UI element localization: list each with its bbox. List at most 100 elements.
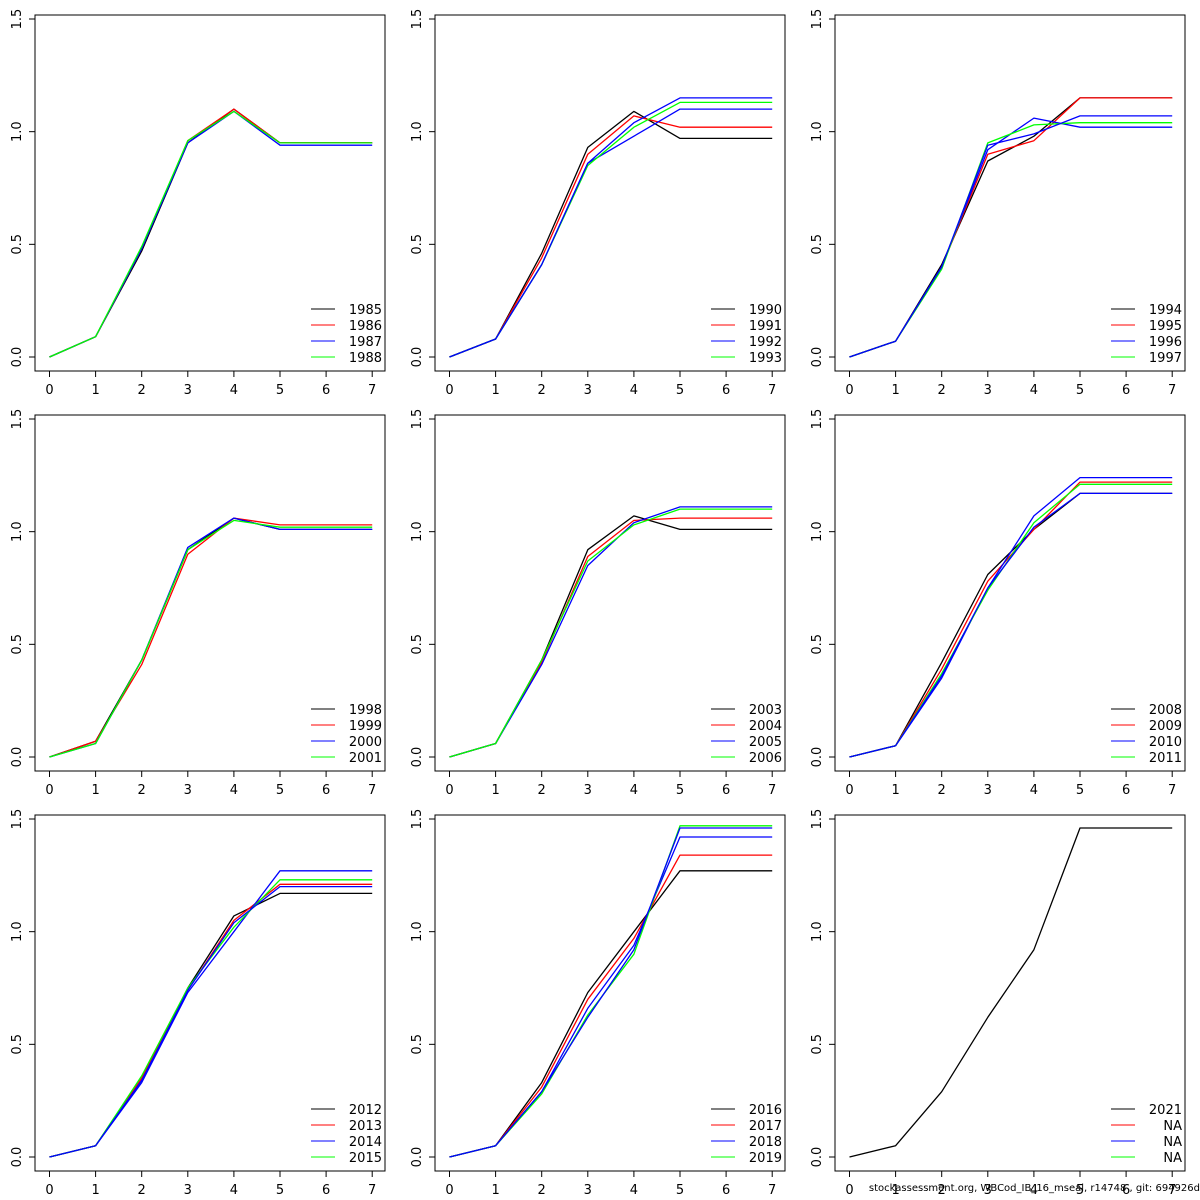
x-tick-label: 1 [491, 783, 499, 798]
y-tick-label: 1.5 [810, 9, 825, 30]
x-tick-label: 6 [722, 383, 730, 398]
x-tick-label: 0 [45, 383, 53, 398]
legend-label: 2000 [349, 735, 382, 750]
x-tick-label: 0 [445, 1183, 453, 1198]
x-tick-label: 7 [768, 1183, 776, 1198]
x-tick-label: 3 [984, 783, 992, 798]
y-tick-label: 0.0 [10, 747, 25, 768]
y-tick-label: 1.0 [10, 521, 25, 542]
legend-label: 2017 [749, 1119, 782, 1134]
y-tick-label: 1.5 [810, 809, 825, 830]
series-line-1991 [449, 115, 773, 358]
y-tick-label: 1.0 [810, 121, 825, 142]
y-tick-label: 0.5 [810, 1034, 825, 1055]
legend-label: NA [1163, 1151, 1182, 1166]
series-line-2015 [49, 879, 373, 1158]
legend-label: 1991 [749, 319, 782, 334]
legend-label: 1995 [1149, 319, 1182, 334]
x-tick-label: 5 [1076, 783, 1084, 798]
x-tick-label: 5 [676, 383, 684, 398]
x-tick-label: 4 [1030, 1183, 1038, 1198]
legend-label: 1994 [1149, 303, 1182, 318]
series-line-1987 [49, 110, 373, 358]
x-tick-label: 7 [368, 1183, 376, 1198]
y-tick-label: 1.0 [810, 521, 825, 542]
x-tick-label: 5 [676, 783, 684, 798]
y-tick-label: 0.0 [410, 347, 425, 368]
x-tick-label: 2 [538, 383, 546, 398]
x-tick-label: 0 [445, 783, 453, 798]
x-tick-label: 7 [1168, 783, 1176, 798]
y-tick-label: 0.0 [10, 1147, 25, 1168]
x-tick-label: 6 [722, 1183, 730, 1198]
legend-label: 2015 [349, 1151, 382, 1166]
y-tick-label: 0.5 [10, 1034, 25, 1055]
legend-label: 2019 [749, 1151, 782, 1166]
x-tick-label: 1 [91, 383, 99, 398]
x-tick-label: 1 [491, 383, 499, 398]
y-tick-label: 0.0 [10, 347, 25, 368]
x-tick-label: 4 [230, 783, 238, 798]
legend-label: 1985 [349, 303, 382, 318]
x-tick-label: 6 [1122, 783, 1130, 798]
legend-label: 2013 [349, 1119, 382, 1134]
series-line-2000 [49, 517, 373, 758]
legend-label: NA [1163, 1119, 1182, 1134]
x-tick-label: 6 [722, 783, 730, 798]
series-line-1998 [49, 517, 373, 758]
legend-label: 2011 [1149, 751, 1182, 766]
y-tick-label: 0.5 [10, 234, 25, 255]
x-tick-label: 3 [584, 783, 592, 798]
series-line-extra-4 [449, 827, 773, 1158]
legend-label: 1996 [1149, 335, 1182, 350]
y-tick-label: 1.5 [810, 409, 825, 430]
x-tick-label: 6 [322, 383, 330, 398]
legend-label: 2006 [749, 751, 782, 766]
legend-label: 1990 [749, 303, 782, 318]
y-tick-label: 0.0 [410, 1147, 425, 1168]
y-tick-label: 1.5 [410, 9, 425, 30]
x-tick-label: 0 [45, 1183, 53, 1198]
x-tick-label: 0 [445, 383, 453, 398]
x-tick-label: 3 [584, 1183, 592, 1198]
legend-label: 2012 [349, 1103, 382, 1118]
series-line-2013 [49, 883, 373, 1158]
series-line-extra-4 [449, 97, 773, 358]
legend-label: 2016 [749, 1103, 782, 1118]
plot-frame [834, 414, 1186, 772]
series-line-2003 [449, 515, 773, 758]
series-line-2001 [49, 519, 373, 758]
legend-label: 1988 [349, 351, 382, 366]
legend-label: 1993 [749, 351, 782, 366]
x-tick-label: 6 [322, 783, 330, 798]
legend-label: 2018 [749, 1135, 782, 1150]
legend-label: 2001 [349, 751, 382, 766]
series-line-1988 [49, 110, 373, 358]
series-line-1999 [49, 517, 373, 758]
plot-frame [34, 14, 386, 372]
series-line-extra-4 [49, 885, 373, 1158]
x-tick-label: 4 [230, 1183, 238, 1198]
x-tick-label: 4 [630, 1183, 638, 1198]
x-tick-label: 2 [138, 383, 146, 398]
legend-label: 2009 [1149, 719, 1182, 734]
x-tick-label: 5 [276, 783, 284, 798]
legend-label: 1986 [349, 319, 382, 334]
x-tick-label: 0 [845, 783, 853, 798]
series-line-2017 [449, 854, 773, 1158]
plot-frame [434, 814, 786, 1172]
legend-label: 1987 [349, 335, 382, 350]
x-tick-label: 4 [630, 783, 638, 798]
x-tick-label: 2 [138, 1183, 146, 1198]
x-tick-label: 7 [1168, 1183, 1176, 1198]
y-tick-label: 0.0 [810, 1147, 825, 1168]
legend-label: 2004 [749, 719, 782, 734]
series-line-extra-4 [849, 492, 1173, 758]
